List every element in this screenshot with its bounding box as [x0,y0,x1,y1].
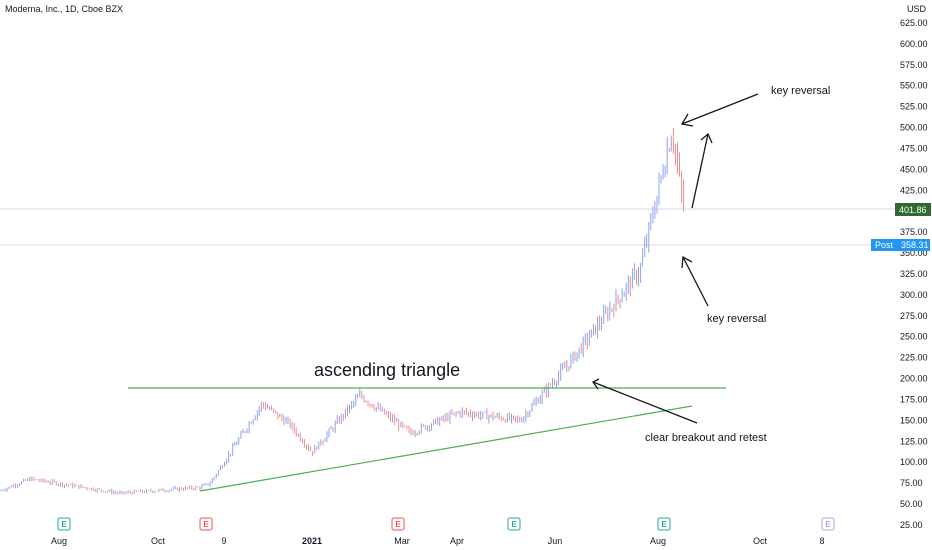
arrow-breakout [592,381,698,424]
price-tick-label: 325.00 [900,269,928,279]
price-tick-label: 250.00 [900,332,928,342]
breakout-label: clear breakout and retest [645,432,767,444]
post-price-badge [871,239,930,251]
time-tick-label: Aug [51,536,67,546]
price-tick-label: 525.00 [900,102,928,112]
post-price-value: 358.31 [901,240,929,250]
svg-text:E: E [511,520,517,529]
svg-text:E: E [61,520,67,529]
last-price-badge [895,203,931,216]
price-tick-label: 625.00 [900,18,928,28]
price-axis: 625.00 600.00 575.00 550.00 525.00 500.00 475.… [900,18,928,530]
earnings-marker[interactable]: E [657,517,671,531]
time-tick-label: Oct [151,536,166,546]
time-tick-label: Apr [450,536,464,546]
price-tick-label: 300.00 [900,290,928,300]
arrow-key-reversal-top-head [680,113,694,127]
earnings-marker[interactable]: E [507,517,521,531]
price-tick-label: 275.00 [900,311,928,321]
ascending-triangle-label: ascending triangle [314,360,460,380]
svg-text:E: E [661,520,667,529]
earnings-marker[interactable]: E [391,517,405,531]
time-axis: Aug Oct 9 2021 Mar Apr Jun Aug Oct 8 [51,536,825,546]
price-tick-label: 25.00 [900,520,923,530]
price-tick-label: 500.00 [900,123,928,133]
price-tick-label: 350.00 [900,248,928,258]
price-tick-label: 50.00 [900,499,923,509]
price-tick-label: 150.00 [900,415,928,425]
post-label: Post [875,240,894,250]
currency-label: USD [907,4,927,14]
price-tick-label: 200.00 [900,374,928,384]
price-tick-label: 100.00 [900,457,928,467]
key-reversal-top-label: key reversal [771,85,830,97]
svg-text:E: E [395,520,401,529]
symbol-title: Moderna, Inc., 1D, Cboe BZX [5,4,123,14]
time-tick-label: Jun [548,536,563,546]
price-tick-label: 550.00 [900,81,928,91]
time-tick-label: Mar [394,536,410,546]
price-tick-label: 425.00 [900,185,928,195]
arrow-key-reversal-bottom-head [681,255,693,269]
key-reversal-bottom-label: key reversal [707,313,766,325]
arrow-group [592,93,759,424]
price-tick-label: 125.00 [900,436,928,446]
time-tick-label: 9 [221,536,226,546]
arrow-breakout-head [592,378,600,390]
price-tick-label: 475.00 [900,143,928,153]
time-tick-label: 8 [819,536,824,546]
arrow-key-reversal-top [681,93,759,125]
earnings-marker[interactable]: E [57,517,71,531]
time-tick-label: 2021 [302,536,322,546]
earnings-marker[interactable]: E [821,517,835,531]
svg-text:E: E [203,520,209,529]
arrow-up-projection [691,133,709,209]
price-tick-label: 600.00 [900,39,928,49]
svg-text:E: E [825,520,831,529]
price-tick-label: 225.00 [900,353,928,363]
last-price-value: 401.86 [899,205,927,215]
price-tick-label: 375.00 [900,227,928,237]
arrow-up-projection-head [700,132,713,144]
earnings-marker[interactable]: E [199,517,213,531]
price-tick-label: 450.00 [900,164,928,174]
price-tick-label: 75.00 [900,478,923,488]
arrow-key-reversal-bottom [682,256,709,307]
support-trendline[interactable] [199,405,693,492]
price-tick-label: 175.00 [900,394,928,404]
price-tick-label: 575.00 [900,60,928,70]
time-tick-label: Oct [753,536,768,546]
time-tick-label: Aug [650,536,666,546]
candlestick-series [0,127,685,495]
